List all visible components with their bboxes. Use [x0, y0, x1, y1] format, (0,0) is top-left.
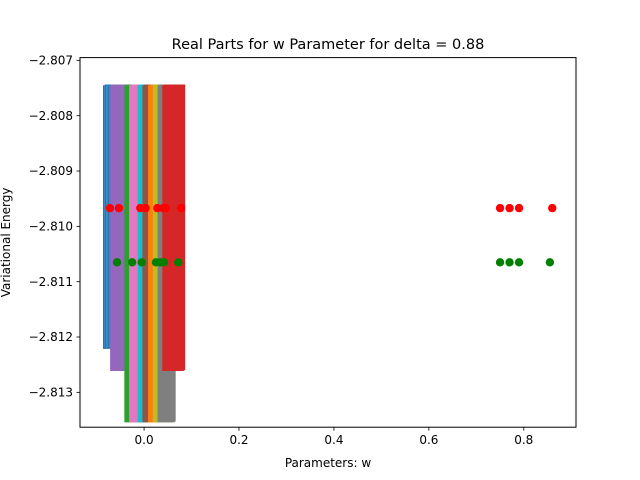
y-axis-label: Variational Energy: [0, 188, 13, 298]
data-point-s1-9: [495, 203, 505, 213]
x-tick-label: 0.6: [419, 433, 438, 447]
x-tick-label: 0.8: [514, 433, 533, 447]
data-point-s1-8: [176, 203, 186, 213]
oscillating-trace-10: [162, 84, 186, 371]
y-tick-label: −2.809: [29, 164, 73, 178]
data-point-s2-9: [505, 258, 514, 267]
y-tick-label: −2.808: [29, 109, 73, 123]
data-point-s2-2: [128, 258, 137, 267]
data-point-s2-6: [159, 258, 169, 267]
y-tick-label: −2.807: [29, 54, 73, 68]
oscillating-traces: [102, 84, 186, 423]
data-point-s2-10: [514, 258, 524, 267]
data-point-s1-10: [505, 203, 514, 213]
y-tick-label: −2.811: [29, 275, 73, 289]
y-axis-ticks: −2.813 −2.812 −2.811 −2.810 −2.809 −2.808 −2.8…: [29, 54, 80, 400]
plot-frame: [79, 57, 577, 428]
y-tick-label: −2.812: [29, 330, 73, 344]
data-point-s1-4: [141, 203, 150, 213]
chart-title: Real Parts for w Parameter for delta = 0…: [172, 37, 485, 53]
x-tick-label: 0.4: [324, 433, 343, 447]
data-point-s1-11: [514, 203, 524, 213]
scatter-points: [105, 203, 557, 267]
data-point-s1-12: [548, 203, 557, 213]
data-point-s2-8: [495, 258, 505, 267]
data-point-s2-11: [545, 258, 555, 267]
y-tick-label: −2.810: [29, 220, 73, 234]
x-axis-ticks: 0.0 0.2 0.4 0.6 0.8: [135, 427, 533, 447]
data-point-s2-3: [137, 258, 146, 267]
data-point-s1-2: [114, 203, 124, 213]
data-point-s1-7: [161, 203, 171, 213]
data-point-s2-1: [112, 258, 122, 267]
data-point-s2-7: [174, 258, 183, 267]
y-tick-label: −2.813: [29, 386, 73, 400]
x-tick-label: 0.2: [229, 433, 248, 447]
x-tick-label: 0.0: [135, 433, 154, 447]
x-axis-label: Parameters: w: [285, 456, 372, 470]
data-point-s1-1: [105, 203, 115, 213]
